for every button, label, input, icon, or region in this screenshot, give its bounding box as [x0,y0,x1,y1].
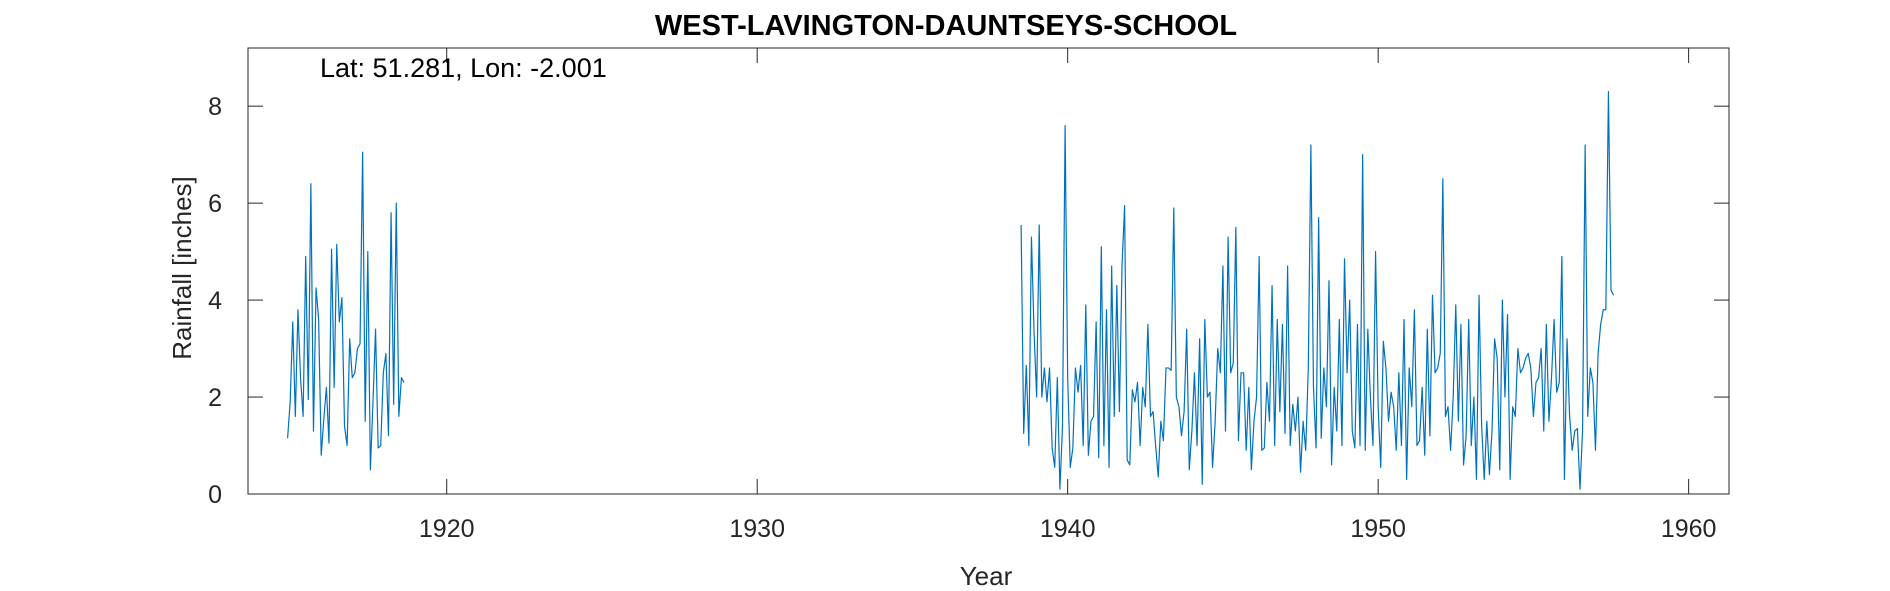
x-tick-label: 1940 [1040,515,1096,543]
x-axis-label: Year [960,561,1013,591]
rainfall-series-line-1 [286,151,405,471]
y-tick-label: 0 [208,481,222,509]
y-axis: 0 2 4 6 8 [208,93,1729,509]
x-tick-label: 1930 [729,515,785,543]
y-axis-label: Rainfall [inches] [167,176,197,360]
y-tick-label: 8 [208,93,222,121]
series-layer [286,91,1615,490]
y-tick-label: 4 [208,287,222,315]
location-annotation: Lat: 51.281, Lon: -2.001 [320,53,607,83]
x-tick-label: 1950 [1350,515,1406,543]
x-tick-label: 1920 [419,515,475,543]
rainfall-series-line-2 [1020,91,1615,490]
y-tick-label: 6 [208,190,222,218]
plot-area-box [247,47,1730,495]
y-tick-label: 2 [208,384,222,412]
chart-title: WEST-LAVINGTON-DAUNTSEYS-SCHOOL [655,10,1237,42]
x-tick-label: 1960 [1661,515,1717,543]
x-axis: 1920 1930 1940 1950 1960 [419,48,1717,543]
